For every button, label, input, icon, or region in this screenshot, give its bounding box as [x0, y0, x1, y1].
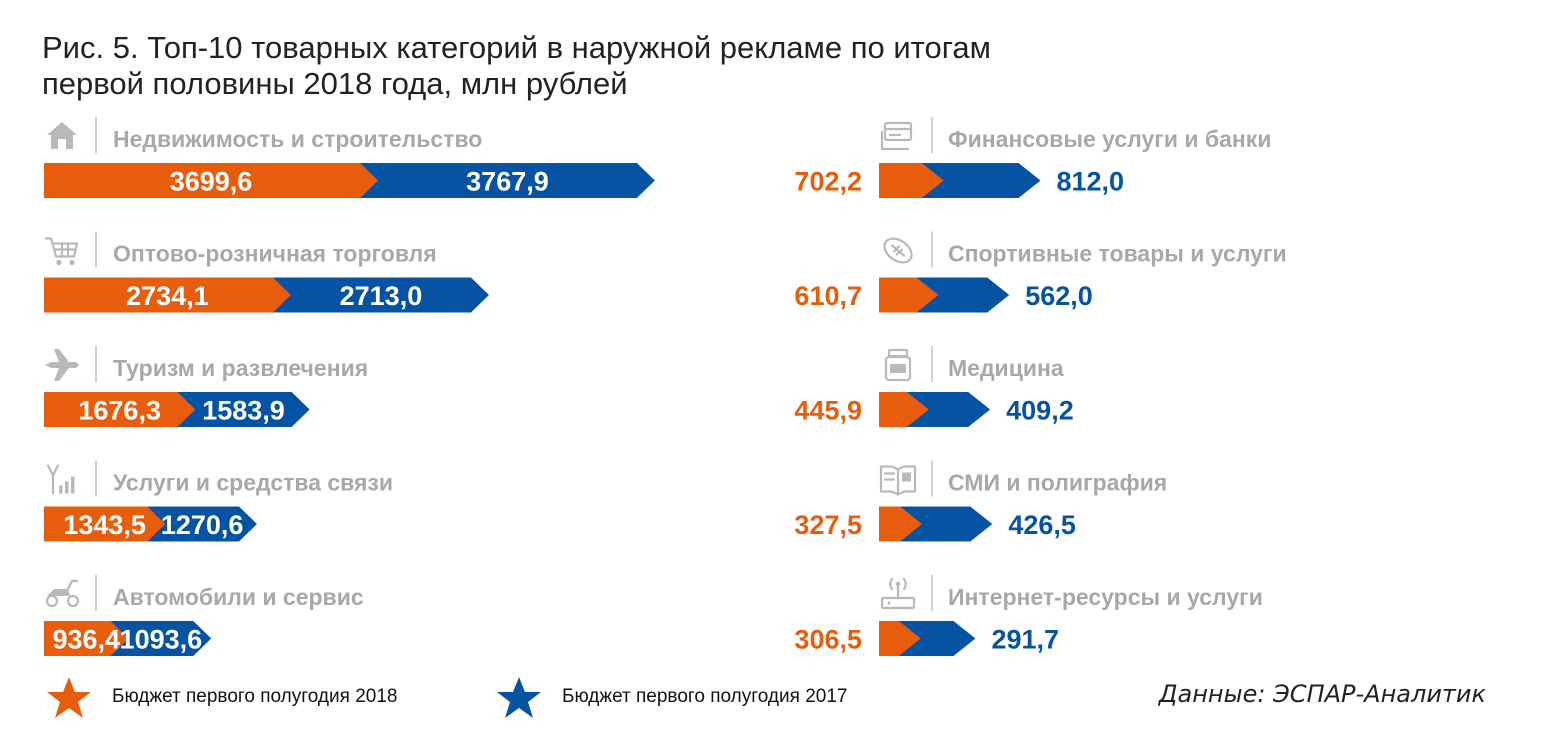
value-label-2018: 327,5 — [794, 510, 862, 540]
value-label-2018: 445,9 — [794, 396, 862, 426]
star-icon-orange — [47, 677, 91, 718]
bar-2018 — [879, 277, 939, 313]
value-label-2018: 702,2 — [794, 167, 862, 197]
legend-label-2018: Бюджет первого полугодия 2018 — [112, 686, 398, 707]
chart-title: Рис. 5. Топ-10 товарных категорий в нару… — [42, 30, 1142, 102]
category-label: Интернет-ресурсы и услуги — [948, 584, 1263, 610]
value-label-2017: 812,0 — [1057, 167, 1125, 197]
category-label: Финансовые услуги и банки — [948, 126, 1271, 152]
value-label-2017: 291,7 — [991, 625, 1059, 655]
bar-2018 — [879, 392, 929, 427]
jar-icon — [884, 348, 912, 382]
category-label: Недвижимость и строительство — [113, 126, 482, 152]
value-label-2018: 2734,1 — [126, 281, 209, 311]
value-label-2018: 936,4 — [52, 625, 120, 655]
value-label-2018: 1676,3 — [78, 396, 161, 426]
bar-2018 — [879, 163, 944, 198]
value-label-2017: 409,2 — [1006, 396, 1074, 426]
newspaper-icon — [879, 465, 917, 496]
antenna-icon — [46, 464, 75, 495]
value-label-2018: 610,7 — [794, 281, 862, 311]
bar-2018 — [44, 392, 196, 427]
value-label-2017: 426,5 — [1008, 510, 1076, 540]
value-label-2017: 3767,9 — [466, 167, 549, 197]
category-label: Автомобили и сервис — [113, 584, 364, 610]
ball-icon — [883, 237, 913, 264]
value-label-2017: 1093,6 — [120, 625, 203, 655]
value-label-2018: 3699,6 — [170, 167, 253, 197]
source-note: Данные: ЭСПАР-Аналитик — [1158, 680, 1486, 708]
category-label: Услуги и средства связи — [113, 470, 393, 496]
value-label-2017: 1270,6 — [161, 510, 244, 540]
money-icon — [880, 121, 913, 151]
bar-2018 — [44, 277, 291, 313]
legend-label-2017: Бюджет первого полугодия 2017 — [562, 686, 848, 707]
bar-2018 — [44, 506, 166, 542]
category-label: Оптово-розничная торговля — [113, 241, 437, 267]
value-label-2018: 1343,5 — [63, 510, 146, 540]
value-label-2017: 2713,0 — [340, 281, 423, 311]
value-label-2018: 306,5 — [794, 625, 862, 655]
bar-2018 — [879, 621, 921, 656]
value-label-2017: 1583,9 — [202, 396, 285, 426]
bar-2018 — [879, 506, 922, 542]
bar-2018 — [44, 621, 129, 656]
category-label: СМИ и полиграфия — [948, 470, 1167, 496]
chart-title-line-1: Рис. 5. Топ-10 товарных категорий в нару… — [42, 30, 991, 65]
house-icon — [47, 122, 77, 149]
scooter-icon — [45, 579, 80, 608]
value-label-2017: 562,0 — [1025, 281, 1093, 311]
bar-2018 — [44, 163, 379, 198]
category-label: Спортивные товары и услуги — [948, 241, 1287, 267]
category-label: Медицина — [948, 355, 1064, 381]
router-icon — [880, 577, 916, 610]
cart-icon — [44, 237, 79, 266]
chart-area: Недвижимость и строительство 3699,6 3767,9… — [44, 117, 1287, 656]
category-label: Туризм и развлечения — [113, 355, 368, 381]
star-icon-blue — [497, 677, 541, 718]
airplane-icon — [45, 349, 79, 381]
chart-title-line-2: первой половины 2018 года, млн рублей — [42, 66, 628, 101]
